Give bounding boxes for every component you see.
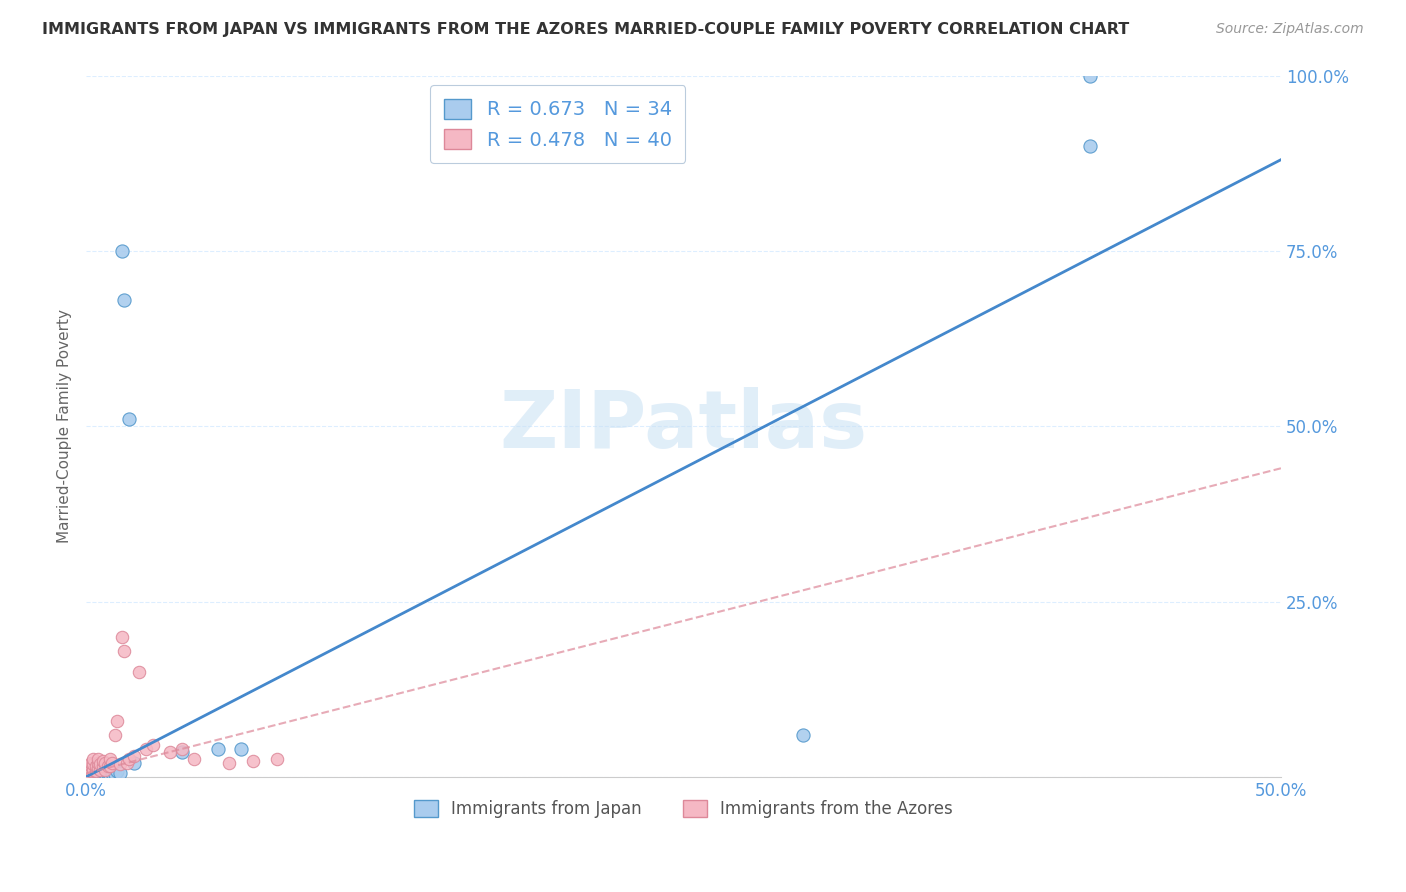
Point — [111, 630, 134, 644]
Point — [98, 752, 121, 766]
Point — [80, 759, 103, 773]
Point — [82, 768, 104, 782]
Point — [1078, 138, 1101, 153]
Point — [77, 766, 100, 780]
Point — [80, 766, 103, 780]
Point — [97, 759, 120, 773]
Point — [87, 764, 110, 779]
Text: Source: ZipAtlas.com: Source: ZipAtlas.com — [1216, 22, 1364, 37]
Point — [111, 244, 134, 258]
Text: IMMIGRANTS FROM JAPAN VS IMMIGRANTS FROM THE AZORES MARRIED-COUPLE FAMILY POVERT: IMMIGRANTS FROM JAPAN VS IMMIGRANTS FROM… — [42, 22, 1129, 37]
Point — [105, 764, 128, 779]
Point — [98, 763, 121, 777]
Point — [89, 757, 111, 772]
Point — [80, 756, 103, 770]
Point — [82, 763, 104, 777]
Point — [94, 756, 117, 770]
Point — [89, 768, 111, 782]
Point — [87, 756, 110, 770]
Point — [87, 761, 110, 775]
Point — [112, 293, 135, 307]
Point — [89, 763, 111, 777]
Point — [108, 765, 131, 780]
Point — [101, 756, 124, 770]
Point — [97, 767, 120, 781]
Point — [207, 741, 229, 756]
Point — [128, 665, 150, 679]
Point — [84, 768, 107, 782]
Point — [115, 756, 138, 770]
Point — [122, 748, 145, 763]
Text: ZIPatlas: ZIPatlas — [499, 387, 868, 466]
Point — [104, 728, 127, 742]
Point — [170, 741, 193, 756]
Point — [84, 764, 107, 779]
Point — [112, 643, 135, 657]
Point — [108, 757, 131, 772]
Point — [135, 741, 157, 756]
Point — [82, 765, 104, 780]
Point — [77, 768, 100, 782]
Point — [1078, 69, 1101, 83]
Point — [82, 767, 104, 781]
Point — [231, 741, 253, 756]
Point — [98, 768, 121, 782]
Point — [87, 767, 110, 781]
Point — [97, 764, 120, 779]
Point — [80, 768, 103, 782]
Point — [792, 728, 814, 742]
Point — [170, 745, 193, 759]
Point — [89, 765, 111, 780]
Point — [84, 759, 107, 773]
Point — [218, 756, 240, 770]
Point — [118, 752, 141, 766]
Point — [142, 739, 165, 753]
Point — [94, 763, 117, 777]
Point — [105, 714, 128, 728]
Point — [77, 763, 100, 777]
Point — [91, 767, 114, 781]
Point — [91, 755, 114, 769]
Point — [266, 752, 288, 766]
Point — [122, 756, 145, 770]
Legend: Immigrants from Japan, Immigrants from the Azores: Immigrants from Japan, Immigrants from t… — [408, 793, 959, 824]
Point — [84, 764, 107, 779]
Point — [82, 752, 104, 766]
Point — [104, 767, 127, 781]
Point — [80, 764, 103, 779]
Point — [82, 757, 104, 772]
Point — [87, 752, 110, 766]
Y-axis label: Married-Couple Family Poverty: Married-Couple Family Poverty — [58, 310, 72, 543]
Point — [101, 766, 124, 780]
Point — [98, 759, 121, 773]
Point — [183, 752, 205, 766]
Point — [94, 768, 117, 782]
Point — [118, 412, 141, 426]
Point — [91, 759, 114, 773]
Point — [94, 765, 117, 780]
Point — [91, 764, 114, 779]
Point — [242, 755, 264, 769]
Point — [159, 745, 181, 759]
